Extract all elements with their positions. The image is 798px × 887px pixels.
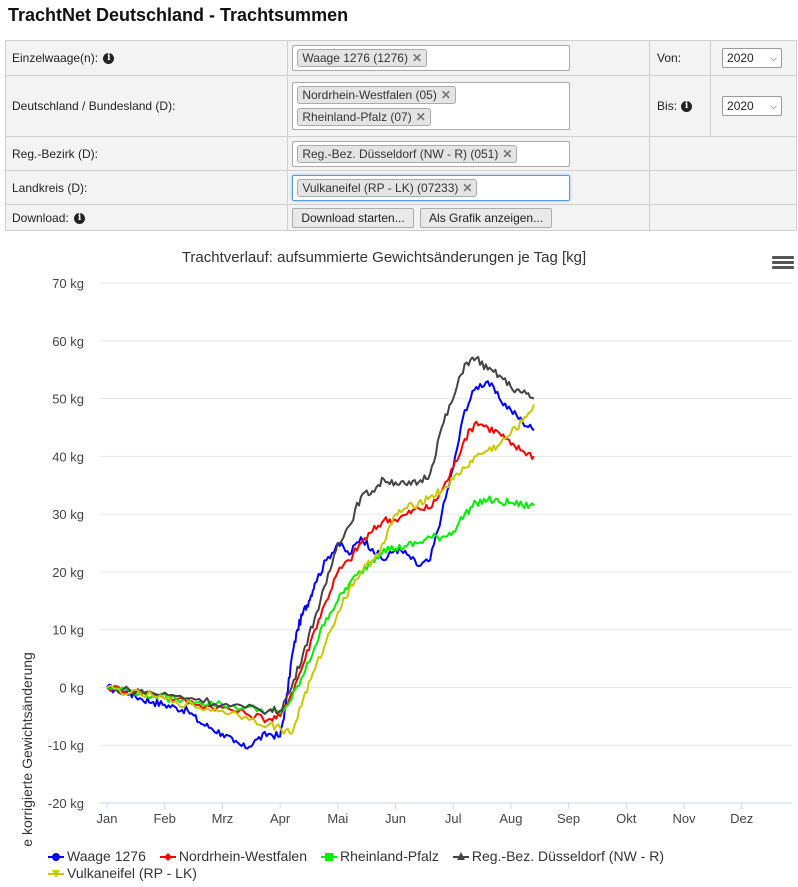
- y-tick-label: 0 kg: [59, 680, 84, 695]
- series-line[interactable]: [106, 356, 535, 715]
- bezirk-label: Reg.-Bezirk (D):: [12, 146, 99, 161]
- bezirk-select-cell: Reg.-Bez. Düsseldorf (NW - R) (051) ✕: [287, 136, 651, 171]
- landkreis-label-cell: Landkreis (D):: [4, 170, 289, 205]
- selected-tag: Nordrhein-Westfalen (05) ✕: [297, 86, 456, 104]
- legend-label: Reg.-Bez. Düsseldorf (NW - R): [471, 848, 665, 864]
- x-tick-label: Mai: [327, 811, 348, 826]
- x-tick-label: Jan: [97, 811, 118, 826]
- legend-label: Vulkaneifel (RP - LK): [67, 865, 197, 881]
- x-tick-label: Nov: [672, 811, 696, 826]
- series-line[interactable]: [106, 420, 535, 724]
- legend-label: Rheinland-Pfalz: [340, 848, 439, 864]
- legend-item[interactable]: Nordrhein-Westfalen: [159, 848, 308, 865]
- y-tick-label: 40 kg: [52, 449, 84, 464]
- info-icon[interactable]: i: [103, 53, 115, 65]
- bezirk-label-cell: Reg.-Bezirk (D):: [4, 136, 289, 171]
- hamburger-menu-icon[interactable]: [772, 256, 794, 272]
- x-tick-label: Jun: [385, 811, 406, 826]
- info-icon[interactable]: i: [681, 100, 693, 112]
- selected-tag: Reg.-Bez. Düsseldorf (NW - R) (051) ✕: [297, 144, 518, 163]
- y-tick-label: 30 kg: [52, 507, 84, 522]
- empty-cell: [649, 170, 797, 205]
- remove-tag-icon[interactable]: ✕: [440, 88, 451, 102]
- y-tick-label: -10 kg: [48, 738, 84, 753]
- chart-svg: Trachtverlauf: aufsummierte Gewichtsände…: [19, 249, 792, 846]
- bis-year-select[interactable]: 2020 ⌵: [722, 96, 783, 116]
- x-tick-label: Okt: [616, 811, 637, 826]
- chart-title: Trachtverlauf: aufsummierte Gewichtsände…: [182, 249, 586, 266]
- filter-table: Einzelwaage(n): i Waage 1276 (1276) ✕ Von…: [4, 40, 797, 231]
- chart-y-axis-label: Kumulierte korrigierte Gewichtsänderung: [19, 652, 35, 846]
- bundesland-label-cell: Deutschland / Bundesland (D):: [4, 75, 289, 137]
- bundesland-select[interactable]: Nordrhein-Westfalen (05) ✕ Rheinland-Pfal…: [292, 82, 571, 130]
- download-label: Download:: [12, 210, 69, 225]
- einzelwaage-label-cell: Einzelwaage(n): i: [4, 40, 289, 76]
- show-graphic-button[interactable]: Als Grafik anzeigen...: [420, 207, 553, 228]
- x-tick-label: Feb: [153, 811, 175, 826]
- von-cell: Von: 2020 ⌵: [649, 40, 797, 76]
- einzelwaage-select-cell: Waage 1276 (1276) ✕: [287, 40, 651, 76]
- bezirk-select[interactable]: Reg.-Bez. Düsseldorf (NW - R) (051) ✕: [292, 140, 571, 167]
- selected-tag: Vulkaneifel (RP - LK) (07233) ✕: [297, 178, 478, 197]
- selected-tag: Rheinland-Pfalz (07) ✕: [297, 108, 431, 126]
- series-line[interactable]: [106, 380, 535, 750]
- chevron-down-icon: ⌵: [770, 52, 778, 63]
- landkreis-select[interactable]: Vulkaneifel (RP - LK) (07233) ✕: [292, 174, 571, 201]
- y-tick-label: 50 kg: [52, 392, 84, 407]
- legend-item[interactable]: Vulkaneifel (RP - LK): [48, 865, 197, 882]
- bis-label: Bis:: [657, 99, 678, 113]
- download-label-cell: Download: i: [4, 204, 289, 231]
- remove-tag-icon[interactable]: ✕: [462, 180, 473, 195]
- download-start-button[interactable]: Download starten...: [292, 207, 414, 228]
- von-year-select[interactable]: 2020 ⌵: [722, 48, 783, 68]
- remove-tag-icon[interactable]: ✕: [502, 146, 513, 161]
- page-title: TrachtNet Deutschland - Trachtsummen: [8, 5, 349, 25]
- legend-item[interactable]: Rheinland-Pfalz: [321, 848, 439, 865]
- x-tick-label: Sep: [557, 811, 580, 826]
- legend-label: Waage 1276: [67, 848, 146, 864]
- y-tick-label: 10 kg: [52, 623, 84, 638]
- x-tick-label: Jul: [445, 811, 462, 826]
- bundesland-label: Deutschland / Bundesland (D):: [12, 99, 176, 113]
- info-icon[interactable]: i: [74, 212, 86, 224]
- x-tick-label: Mrz: [212, 811, 234, 826]
- chart-legend: Waage 1276 Nordrhein-Westfalen Rheinland-P…: [48, 848, 788, 882]
- empty-cell: [649, 204, 797, 231]
- chevron-down-icon: ⌵: [770, 100, 778, 111]
- x-tick-label: Dez: [730, 811, 753, 826]
- series-line[interactable]: [106, 403, 535, 735]
- chart-container: Trachtverlauf: aufsummierte Gewichtsände…: [0, 236, 798, 887]
- bundesland-select-cell: Nordrhein-Westfalen (05) ✕ Rheinland-Pfal…: [287, 75, 651, 137]
- y-tick-label: 20 kg: [52, 565, 84, 580]
- von-label: Von:: [657, 51, 682, 65]
- y-tick-label: 70 kg: [52, 276, 84, 291]
- y-tick-label: 60 kg: [52, 334, 84, 349]
- einzelwaage-label: Einzelwaage(n):: [12, 51, 99, 65]
- x-tick-label: Aug: [499, 811, 522, 826]
- remove-tag-icon[interactable]: ✕: [411, 51, 423, 65]
- download-buttons-cell: Download starten... Als Grafik anzeigen.…: [287, 204, 651, 231]
- remove-tag-icon[interactable]: ✕: [415, 110, 426, 124]
- legend-item[interactable]: Waage 1276: [48, 848, 146, 865]
- legend-item[interactable]: Reg.-Bez. Düsseldorf (NW - R): [452, 848, 665, 865]
- bis-cell: Bis: i 2020 ⌵: [649, 75, 797, 137]
- landkreis-label: Landkreis (D):: [12, 180, 88, 195]
- landkreis-select-cell: Vulkaneifel (RP - LK) (07233) ✕: [287, 170, 651, 205]
- einzelwaage-select[interactable]: Waage 1276 (1276) ✕: [292, 45, 571, 71]
- x-tick-label: Apr: [270, 811, 291, 826]
- y-tick-label: -20 kg: [48, 796, 84, 811]
- selected-tag: Waage 1276 (1276) ✕: [297, 49, 428, 67]
- legend-label: Nordrhein-Westfalen: [178, 848, 308, 864]
- empty-cell: [649, 136, 797, 171]
